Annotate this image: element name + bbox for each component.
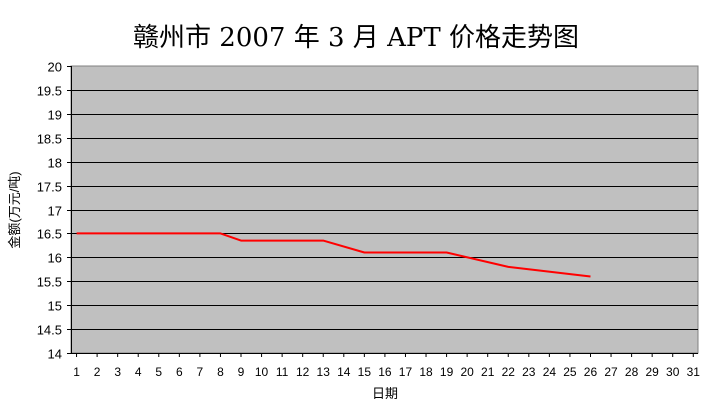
x-tick-label: 18 <box>419 365 433 379</box>
x-tick-label: 21 <box>481 365 495 379</box>
y-tick-label: 15.5 <box>37 275 62 290</box>
x-tick-label: 29 <box>645 365 659 379</box>
x-tick-label: 13 <box>317 365 331 379</box>
x-tick-label: 15 <box>358 365 372 379</box>
plot-background <box>70 65 699 354</box>
y-axis-label: 金额(万元/吨) <box>7 171 22 248</box>
x-tick-label: 14 <box>337 365 351 379</box>
y-tick-label: 15 <box>48 299 62 314</box>
y-tick-label: 16.5 <box>37 227 62 242</box>
chart-title: 赣州市 2007 年 3 月 APT 价格走势图 <box>133 23 579 53</box>
x-tick-label: 26 <box>584 365 598 379</box>
y-tick-label: 20 <box>48 60 62 75</box>
x-tick-label: 3 <box>114 365 121 379</box>
x-tick-label: 2 <box>94 365 101 379</box>
x-tick-label: 27 <box>604 365 618 379</box>
x-tick-label: 22 <box>502 365 516 379</box>
x-tick-label: 19 <box>440 365 454 379</box>
x-tick-label: 8 <box>217 365 224 379</box>
x-tick-label: 9 <box>238 365 245 379</box>
y-tick-label: 19.5 <box>37 84 62 99</box>
x-tick-label: 25 <box>563 365 577 379</box>
x-tick-label: 12 <box>296 365 310 379</box>
x-tick-label: 4 <box>135 365 142 379</box>
x-tick-label: 23 <box>522 365 536 379</box>
y-tick-label: 17 <box>48 204 62 219</box>
y-tick-label: 14.5 <box>37 323 62 338</box>
x-tick-label: 24 <box>543 365 557 379</box>
series-line <box>76 232 591 278</box>
x-tick-label: 30 <box>666 365 680 379</box>
x-tick-label: 1 <box>73 365 80 379</box>
x-tick-label: 6 <box>176 365 183 379</box>
x-tick-label: 28 <box>625 365 639 379</box>
x-axis-label: 日期 <box>372 386 398 401</box>
x-tick-label: 10 <box>255 365 269 379</box>
x-tick-label: 17 <box>399 365 413 379</box>
y-tick-label: 18.5 <box>37 132 62 147</box>
x-tick-label: 16 <box>378 365 392 379</box>
x-tick-label: 11 <box>276 365 289 379</box>
x-tick-label: 20 <box>460 365 474 379</box>
y-tick-label: 18 <box>48 156 62 171</box>
y-tick-label: 17.5 <box>37 180 62 195</box>
x-tick-label: 5 <box>155 365 162 379</box>
x-tick-label: 31 <box>687 365 701 379</box>
x-tick-label: 7 <box>197 365 204 379</box>
y-tick-label: 14 <box>48 347 62 362</box>
y-tick-label: 19 <box>48 108 62 123</box>
y-tick-label: 16 <box>48 251 62 266</box>
